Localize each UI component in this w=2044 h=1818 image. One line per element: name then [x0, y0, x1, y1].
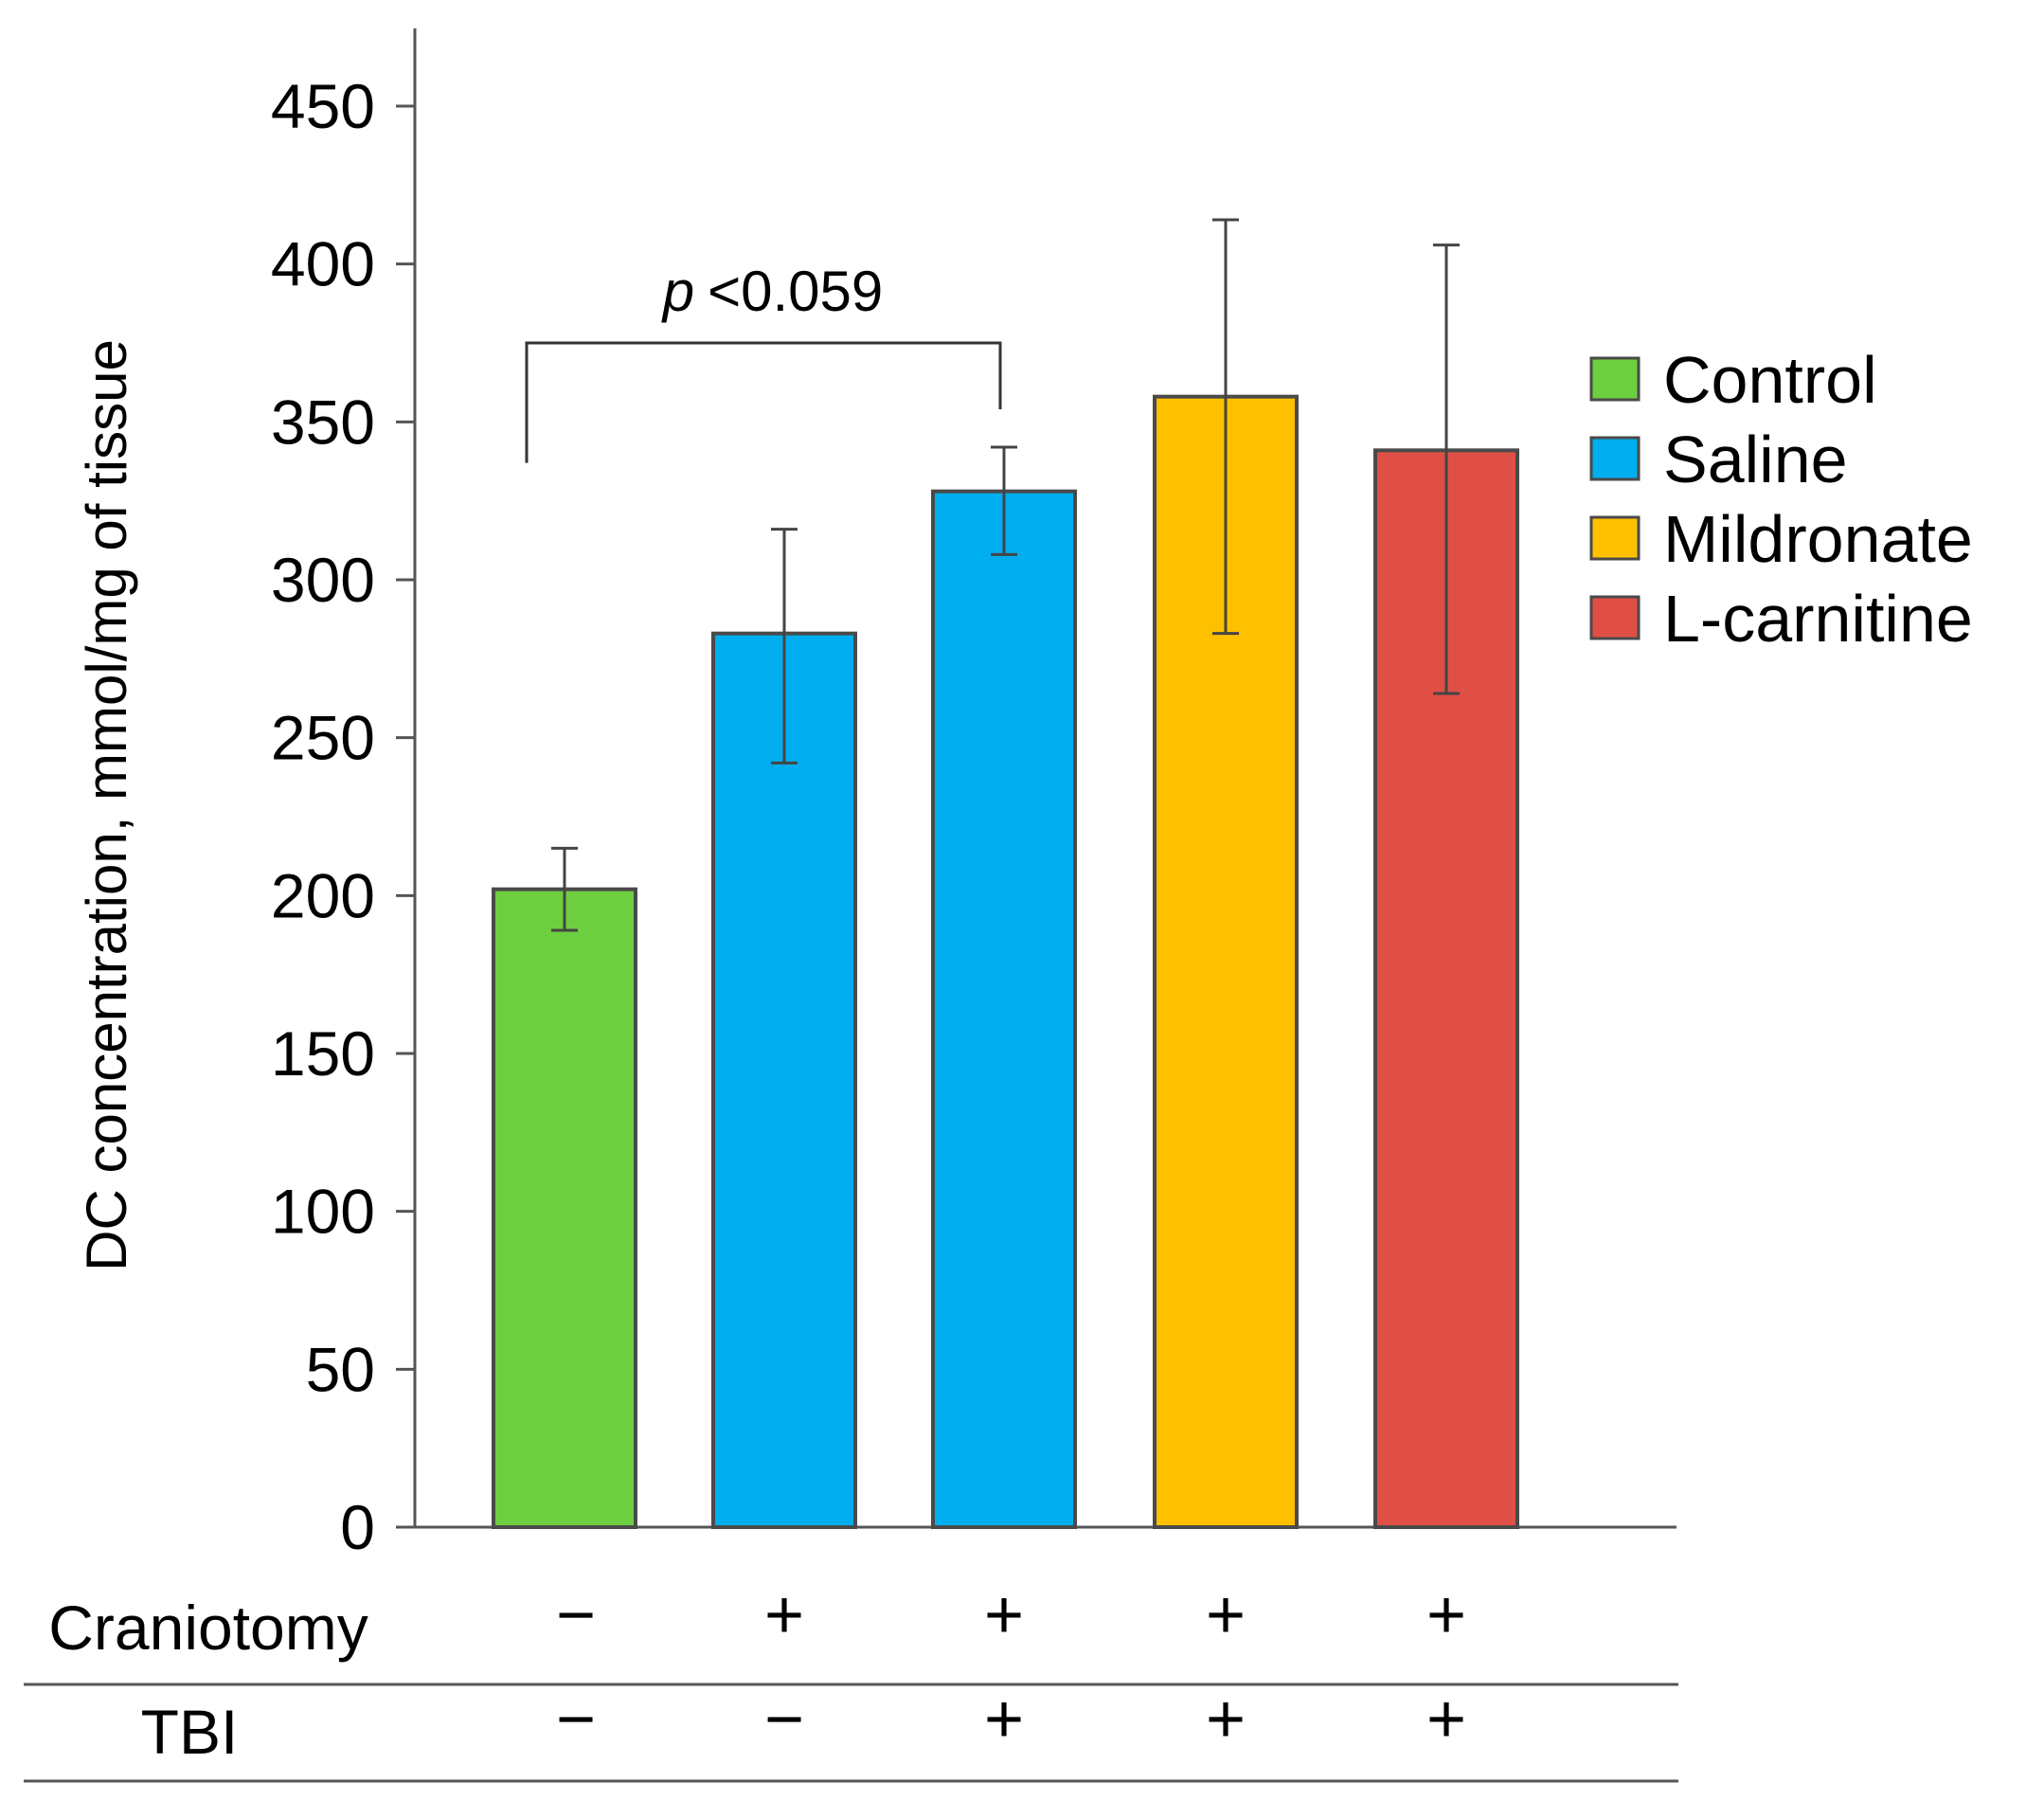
y-tick-label: 150 — [271, 1018, 375, 1089]
y-tick-label: 450 — [271, 71, 375, 141]
condition-value: + — [1206, 1682, 1246, 1757]
condition-value: + — [764, 1577, 804, 1653]
condition-value: − — [556, 1577, 596, 1653]
y-tick-label: 300 — [271, 545, 375, 615]
y-tick-label: 350 — [271, 387, 375, 457]
y-tick-label: 100 — [271, 1177, 375, 1247]
y-tick-label: 400 — [271, 229, 375, 299]
condition-value: + — [984, 1577, 1024, 1653]
legend-swatch-mildronate — [1589, 515, 1641, 561]
condition-value: − — [764, 1682, 804, 1757]
significance-bracket — [525, 341, 1002, 463]
legend-label-l-carnitine: L-carnitine — [1663, 582, 1973, 656]
y-tick-label: 0 — [340, 1492, 375, 1562]
y-tick-label: 250 — [271, 703, 375, 773]
legend-swatch-saline — [1589, 436, 1641, 481]
p-label: p — [661, 260, 694, 323]
condition-value: + — [1206, 1577, 1246, 1653]
condition-value: + — [1426, 1682, 1466, 1757]
condition-value: + — [984, 1682, 1024, 1757]
p-value-annotation: p <0.059 — [661, 260, 884, 323]
condition-label-craniotomy: Craniotomy — [48, 1593, 368, 1663]
condition-value: + — [1426, 1577, 1466, 1653]
legend-swatch-l-carnitine — [1589, 595, 1641, 640]
legend-label-control: Control — [1663, 343, 1877, 417]
bar-saline — [711, 631, 857, 1529]
legend-swatch-control — [1589, 356, 1641, 402]
y-tick-label: 50 — [306, 1334, 375, 1404]
y-tick-label: 200 — [271, 860, 375, 930]
condition-label-tbi: TBI — [141, 1697, 239, 1767]
y-axis-title: DC concentration, mmol/mg of tissue — [75, 339, 138, 1271]
condition-table: Craniotomy − + + + + TBI − − + + + — [48, 1577, 1466, 1767]
condition-value: − — [556, 1682, 596, 1757]
bar-control — [492, 887, 637, 1529]
p-value: <0.059 — [708, 260, 883, 323]
bar-saline — [931, 489, 1077, 1530]
legend-label-mildronate: Mildronate — [1663, 502, 1973, 576]
legend-label-saline: Saline — [1663, 423, 1848, 496]
